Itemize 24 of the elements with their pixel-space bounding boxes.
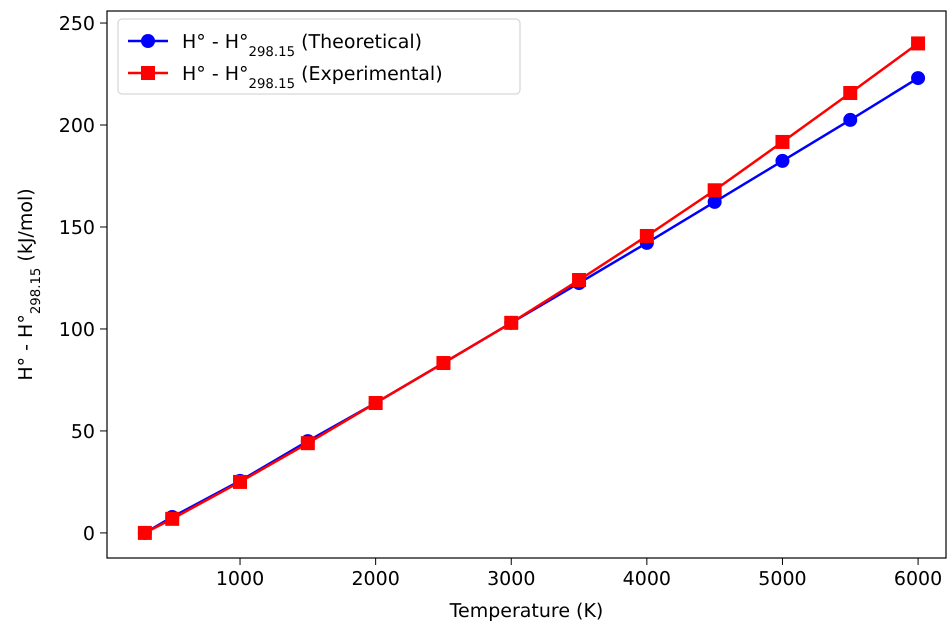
x-tick-label: 3000: [487, 568, 536, 590]
legend-label: H° - H°$_{298.15}$ (Experimental): [182, 63, 443, 92]
point: [775, 154, 790, 168]
y-tick-label: 150: [58, 216, 95, 239]
x-tick-label: 2000: [351, 568, 400, 590]
x-tick-label: 4000: [622, 568, 672, 590]
y-tick-label: 200: [58, 115, 95, 138]
point: [708, 183, 722, 198]
y-tick-label: 50: [70, 420, 95, 443]
point: [775, 134, 790, 149]
x-tick-label: 5000: [758, 568, 807, 590]
x-tick-label: 1000: [216, 568, 264, 590]
y-tick-label: 250: [58, 13, 95, 36]
y-tick-label: 0: [82, 522, 95, 545]
y-tick-label: 100: [58, 318, 95, 341]
point: [843, 112, 858, 127]
point: [911, 36, 926, 50]
x-tick-label: 6000: [894, 568, 942, 590]
legend-label: H° - H°$_{298.15}$ (Theoretical): [182, 31, 422, 60]
point: [640, 228, 654, 243]
x-axis-title: Temperature (K): [448, 600, 604, 622]
point: [911, 71, 926, 86]
point: [572, 273, 586, 288]
point: [843, 86, 858, 100]
